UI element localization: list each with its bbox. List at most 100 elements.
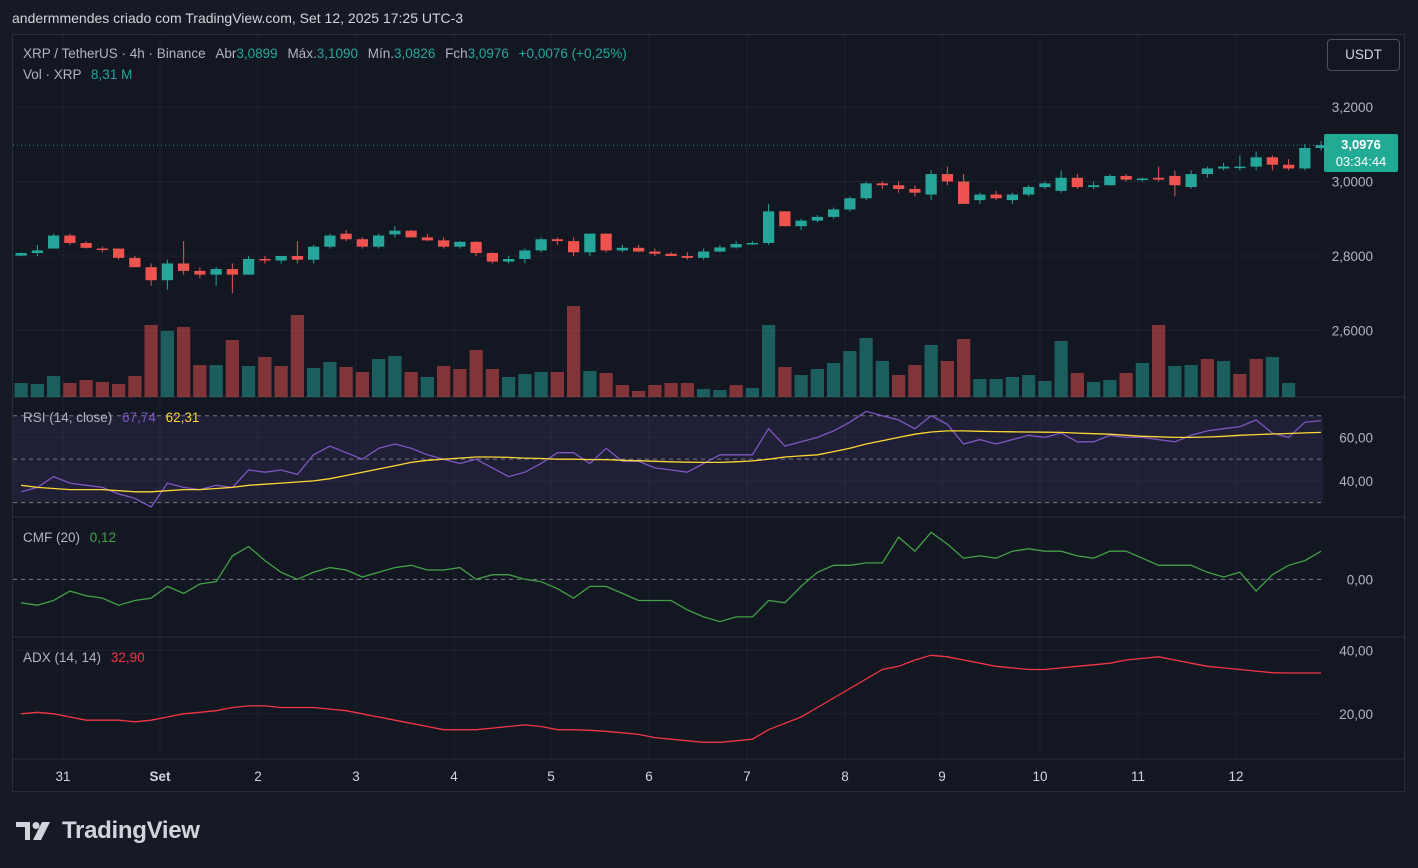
adx-axis-label: 20,00 (1339, 707, 1373, 722)
rsi-axis-label: 60,00 (1339, 430, 1373, 445)
volume-bar (14, 383, 28, 397)
candle-body (503, 258, 515, 262)
volume-bar (810, 369, 824, 397)
candle-body (486, 253, 498, 262)
volume-bar (323, 362, 337, 397)
candle-body (763, 211, 775, 243)
volume-legend: Vol · XRP 8,31 M (23, 67, 132, 82)
candle-body (958, 181, 970, 204)
close-value: 3,0976 (467, 46, 509, 61)
volume-bar (1217, 361, 1231, 397)
candle-body (308, 246, 320, 260)
volume-bar (1087, 382, 1101, 397)
volume-bar (1119, 373, 1133, 397)
currency-button[interactable]: USDT (1327, 39, 1400, 71)
candle-body (340, 233, 352, 240)
candle-body (80, 242, 92, 248)
open-label: Abr (215, 46, 237, 61)
volume-bar (583, 371, 597, 397)
volume-bar (762, 325, 776, 397)
price-axis-label: 2,8000 (1332, 249, 1373, 264)
candle-body (584, 233, 596, 253)
volume-bar (908, 365, 922, 397)
candle-body (795, 220, 807, 227)
volume-bar (1200, 359, 1214, 397)
volume-bar (1282, 383, 1296, 397)
cmf-label: CMF (20) (23, 530, 80, 545)
candle-body (649, 251, 661, 254)
candle-body (324, 235, 336, 247)
candle-body (275, 256, 287, 261)
candle-body (1250, 157, 1262, 167)
volume-bar (1005, 377, 1019, 397)
cmf-value: 0,12 (89, 530, 117, 545)
candle-body (161, 263, 173, 281)
candle-body (1039, 183, 1051, 188)
candle-body (1071, 177, 1083, 188)
candle-body (714, 247, 726, 252)
candle-body (389, 230, 401, 235)
rsi-value: 67,74 (122, 410, 156, 425)
volume-bar (957, 339, 971, 397)
volume-bar (485, 369, 499, 397)
time-axis-label: 9 (938, 769, 946, 784)
candle-body (779, 211, 791, 227)
volume-bar (973, 379, 987, 397)
candle-body (1218, 166, 1230, 169)
tradingview-logo[interactable]: TradingView (16, 817, 200, 845)
chart-frame[interactable]: 3,2000 3,0000 2,8000 2,6000 60,00 40,00 0,00 40… (12, 34, 1406, 793)
volume-bar (729, 385, 743, 397)
volume-bar (924, 345, 938, 397)
candle-body (1006, 194, 1018, 201)
time-axis-label: 31 (55, 769, 70, 784)
volume-bar (1022, 375, 1036, 397)
candle-body (1136, 178, 1148, 181)
candle-body (746, 242, 758, 245)
rsi-line (20, 410, 1322, 508)
candle-body (730, 244, 742, 248)
volume-bar (404, 372, 418, 397)
volume-bar (128, 376, 142, 397)
cmf-line (21, 531, 1322, 623)
snapshot-header: andermmendes criado com TradingView.com,… (12, 10, 464, 26)
volume-bar (453, 369, 467, 397)
candle-body (698, 251, 710, 258)
time-axis-label: 7 (743, 769, 751, 784)
candle-body (291, 256, 303, 260)
candle-body (1234, 166, 1246, 169)
candle-body (1315, 145, 1327, 148)
volume-bar (892, 375, 906, 397)
volume-bar (112, 384, 126, 397)
volume-label: Vol · XRP (23, 67, 82, 82)
tradingview-logo-icon (16, 822, 50, 840)
volume-bar (437, 366, 451, 397)
volume-bar (1184, 365, 1198, 397)
candle-body (1153, 177, 1165, 180)
volume-bar (274, 366, 288, 397)
rsi-axis-label: 40,00 (1339, 474, 1373, 489)
candle-body (1185, 174, 1197, 188)
symbol-label: XRP / TetherUS · 4h · Binance (23, 46, 206, 61)
volume-bar (1249, 359, 1263, 397)
volume-bar (209, 365, 223, 397)
candle-body (194, 270, 206, 275)
volume-bar (1233, 374, 1247, 397)
volume-bar (30, 384, 44, 397)
volume-bar (550, 372, 564, 397)
volume-bar (615, 385, 629, 397)
candle-body (438, 240, 450, 247)
candle-body (974, 194, 986, 201)
volume-bar (372, 359, 386, 397)
candle-body (31, 250, 43, 254)
volume-bar (567, 306, 581, 397)
volume-bar (1103, 380, 1117, 397)
volume-bar (648, 385, 662, 397)
volume-bar (697, 389, 711, 397)
chart-canvas[interactable]: 3,20003,00002,80002,600060,0040,000,0040… (13, 35, 1406, 793)
volume-bar (1168, 366, 1182, 397)
volume-bar (47, 376, 61, 397)
candle-body (990, 194, 1002, 199)
cmf-legend: CMF (20) 0,12 (23, 530, 116, 545)
time-axis-label: 8 (841, 769, 849, 784)
bar-countdown: 03:34:44 (1335, 154, 1387, 169)
